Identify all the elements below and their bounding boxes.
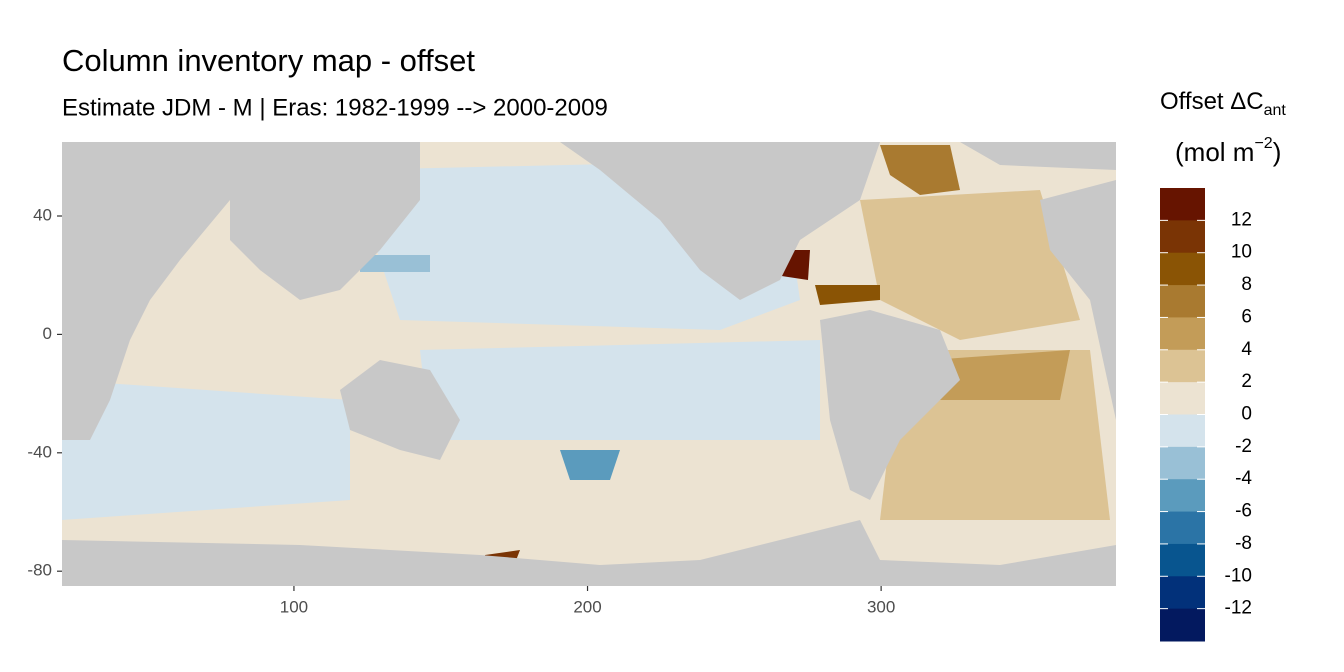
legend-swatch xyxy=(1160,511,1205,545)
y-tick-label: -40 xyxy=(27,442,52,461)
legend-label: -6 xyxy=(1235,501,1252,522)
ocean-patch xyxy=(930,350,1070,400)
legend-title: Offset ΔCant xyxy=(1160,88,1286,119)
legend-swatch xyxy=(1160,252,1205,286)
legend-swatch xyxy=(1160,382,1205,415)
ocean-patch xyxy=(860,190,1080,340)
land xyxy=(560,142,880,300)
chart-title: Column inventory map - offset xyxy=(62,43,475,78)
legend-label: 12 xyxy=(1231,209,1252,230)
ocean-patch xyxy=(360,255,430,272)
land xyxy=(1040,180,1116,420)
legend-label: -4 xyxy=(1235,468,1252,489)
ocean-patch xyxy=(62,380,350,520)
ocean-patch xyxy=(420,340,820,440)
y-tick-label: 40 xyxy=(33,205,52,224)
legend-label: 4 xyxy=(1241,339,1252,360)
ocean-patch xyxy=(880,145,960,195)
x-tick-label: 300 xyxy=(867,597,895,616)
ocean-patch xyxy=(815,285,880,305)
land xyxy=(230,142,420,300)
legend-units-text: (mol m xyxy=(1175,137,1254,167)
legend-swatch xyxy=(1160,349,1205,383)
y-tick-label: -80 xyxy=(27,561,52,580)
legend-label: 8 xyxy=(1241,274,1252,295)
land xyxy=(960,142,1116,170)
x-tick-label: 200 xyxy=(573,597,601,616)
land xyxy=(62,142,230,440)
x-tick-label: 100 xyxy=(280,597,308,616)
legend-swatch xyxy=(1160,414,1205,448)
legend-swatch xyxy=(1160,608,1205,642)
legend-title-text: Offset ΔC xyxy=(1160,88,1264,115)
legend-swatch xyxy=(1160,479,1205,513)
ocean-patch xyxy=(560,450,620,480)
legend-label: 0 xyxy=(1241,404,1252,425)
legend-label: 2 xyxy=(1241,371,1252,392)
y-tick-label: 0 xyxy=(43,324,52,343)
map-panel xyxy=(62,142,1116,586)
legend-units: (mol m−2) xyxy=(1175,135,1281,167)
legend-units-close: ) xyxy=(1273,137,1282,167)
legend-label: 10 xyxy=(1231,242,1252,263)
land xyxy=(340,360,460,460)
legend-swatch xyxy=(1160,285,1205,318)
legend-label: -10 xyxy=(1225,565,1252,586)
legend-label: -2 xyxy=(1235,436,1252,457)
legend-swatch xyxy=(1160,576,1205,610)
legend-swatch xyxy=(1160,446,1205,480)
legend-title-subscript: ant xyxy=(1264,102,1287,119)
land xyxy=(820,310,960,500)
legend-swatch xyxy=(1160,220,1205,254)
land xyxy=(62,520,1116,586)
legend-label: -12 xyxy=(1225,598,1252,619)
legend-label: 6 xyxy=(1241,306,1252,327)
legend-units-superscript: −2 xyxy=(1254,135,1272,152)
legend-swatch xyxy=(1160,543,1205,577)
legend-swatch xyxy=(1160,317,1205,351)
legend-swatch xyxy=(1160,188,1205,221)
legend-label: -8 xyxy=(1235,533,1252,554)
chart-subtitle: Estimate JDM - M | Eras: 1982-1999 --> 2… xyxy=(62,94,608,121)
